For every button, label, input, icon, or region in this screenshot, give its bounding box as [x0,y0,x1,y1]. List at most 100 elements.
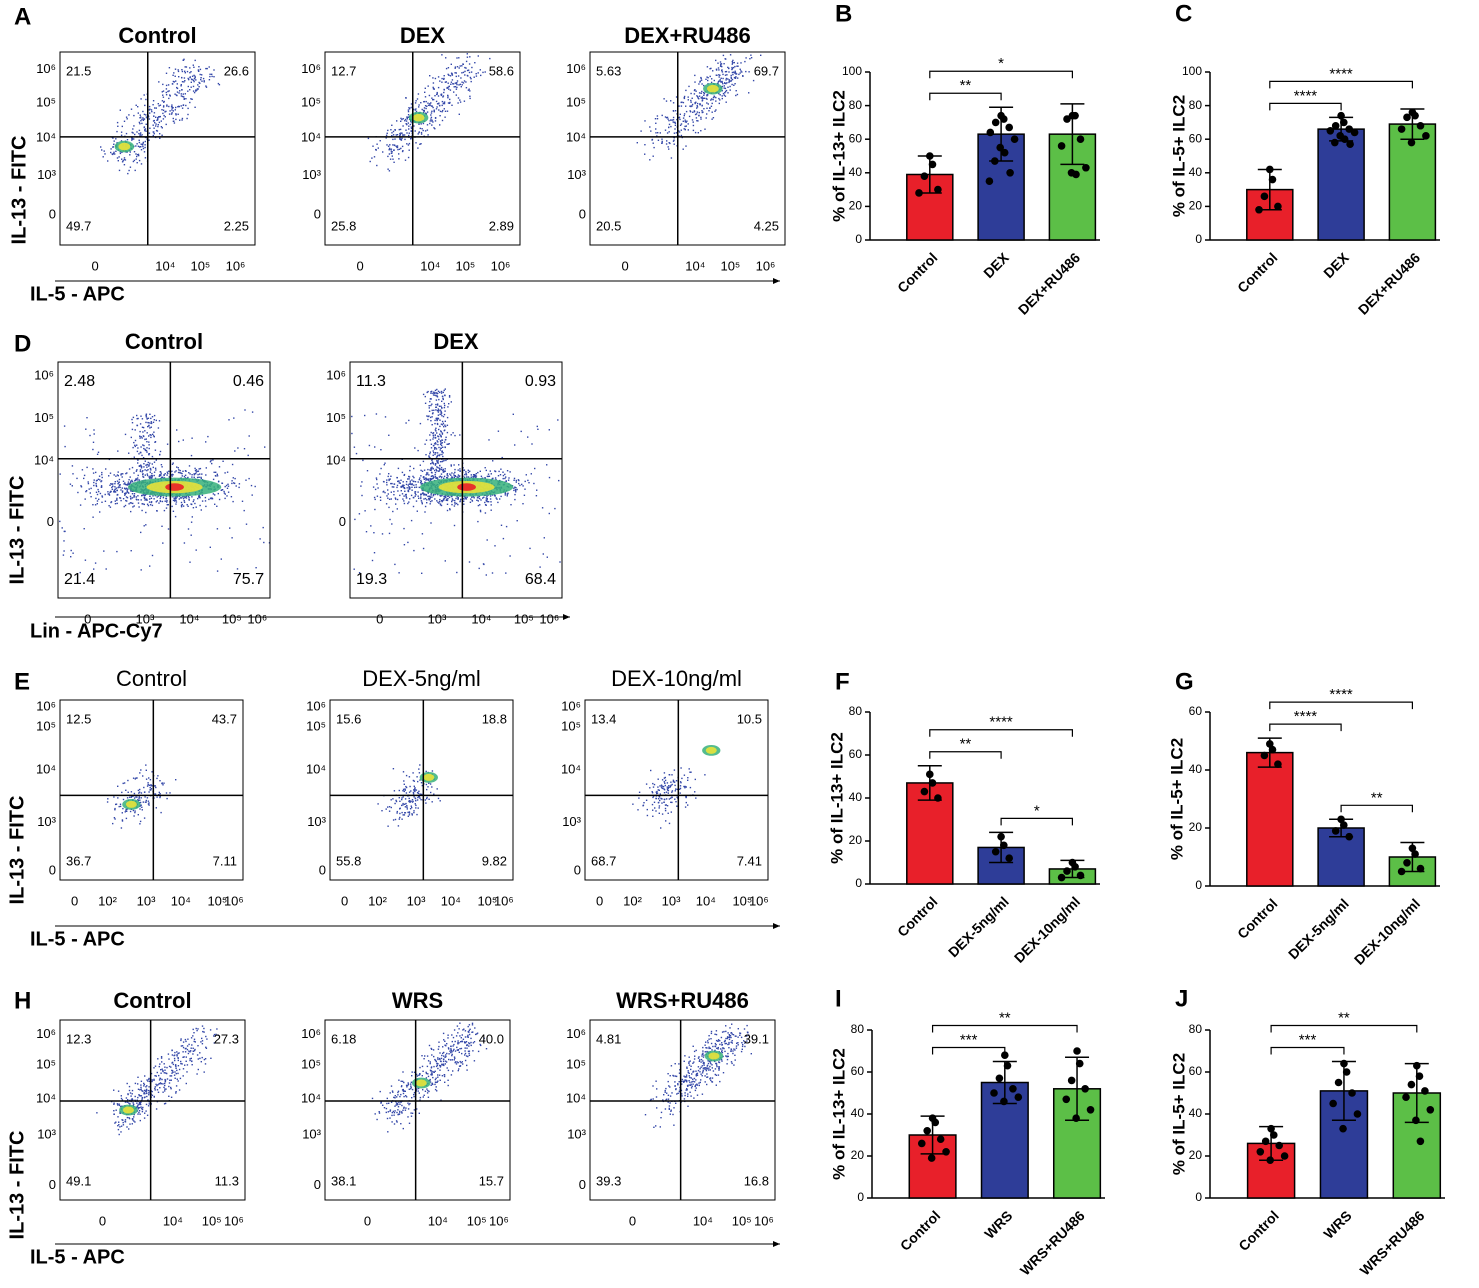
event-dot [134,1121,136,1123]
data-point [1407,138,1416,147]
event-dot [171,473,174,476]
event-dot [153,1078,155,1081]
event-dot [668,119,670,122]
event-dot [159,793,161,795]
plot-frame [59,51,256,246]
event-dot [231,537,233,539]
event-dot [137,499,140,501]
event-dot [157,1084,159,1086]
event-dot [670,119,672,121]
event-dot [438,470,440,472]
y-tick-label: 0 [47,514,54,529]
event-dot [695,797,697,799]
event-dot [440,495,442,497]
event-dot [437,460,439,462]
event-dot [183,81,185,83]
event-dot [393,790,396,792]
event-dot [426,473,428,476]
event-dot [414,495,416,497]
event-dot [175,118,177,121]
event-dot [392,144,394,146]
event-dot [667,792,669,794]
event-dot [666,788,669,790]
event-dot [93,568,95,570]
event-dot [430,431,432,434]
event-dot [89,492,91,494]
event-dot [181,1045,184,1047]
event-dot [164,1088,166,1090]
event-dot [451,74,454,76]
event-dot [428,455,430,457]
event-dot [404,487,406,490]
event-dot [728,67,730,70]
data-point [1005,854,1013,862]
event-dot [377,147,379,149]
event-dot [187,495,190,498]
event-dot [389,148,391,151]
event-dot [721,71,724,73]
event-dot [146,797,149,799]
event-dot [385,137,387,139]
event-dot [666,782,669,784]
event-dot [185,1060,187,1062]
event-dot [134,778,136,780]
data-point [991,157,999,165]
event-dot [446,431,449,434]
event-dot [262,572,264,575]
event-dot [182,59,185,61]
event-dot [436,106,438,108]
event-dot [414,803,416,805]
event-dot [408,812,411,814]
event-dot [690,101,692,103]
event-dot [749,58,751,60]
event-dot [706,102,708,104]
event-dot [431,459,433,462]
event-dot [708,110,710,112]
event-dot [216,1028,218,1030]
event-dot [197,70,200,72]
event-dot [172,462,174,464]
quadrant-percent: 25.8 [331,218,356,233]
event-dot [435,1065,438,1068]
event-dot [420,481,422,483]
event-dot [478,567,480,570]
event-dot [163,1072,165,1074]
event-dot [409,800,411,802]
event-dot [139,1119,141,1122]
event-dot [136,450,139,453]
event-dot [112,483,114,485]
event-dot [122,1119,124,1121]
event-dot [175,779,177,781]
event-dot [428,782,430,784]
event-dot [145,415,147,417]
event-dot [159,1063,161,1065]
event-dot [139,808,141,810]
event-dot [413,810,415,812]
event-dot [209,546,211,548]
event-dot [171,505,173,508]
event-dot [118,156,120,158]
event-dot [693,110,696,112]
event-dot [155,1075,157,1077]
event-dot [471,496,473,498]
event-dot [436,410,439,412]
event-dot [440,390,443,393]
event-dot [684,125,686,128]
event-dot [732,62,734,64]
event-dot [461,81,463,83]
event-dot [404,120,406,122]
event-dot [373,496,376,499]
event-dot [84,559,87,561]
event-dot [159,1087,161,1089]
event-dot [436,455,439,457]
event-dot [134,169,136,172]
event-dot [665,804,667,806]
event-dot [409,498,411,500]
event-dot [398,797,400,799]
significance-bracket [929,70,1073,79]
event-dot [434,453,436,456]
event-dot [128,1089,131,1092]
data-point [1000,841,1008,850]
event-dot [703,108,705,110]
event-dot [101,496,104,498]
